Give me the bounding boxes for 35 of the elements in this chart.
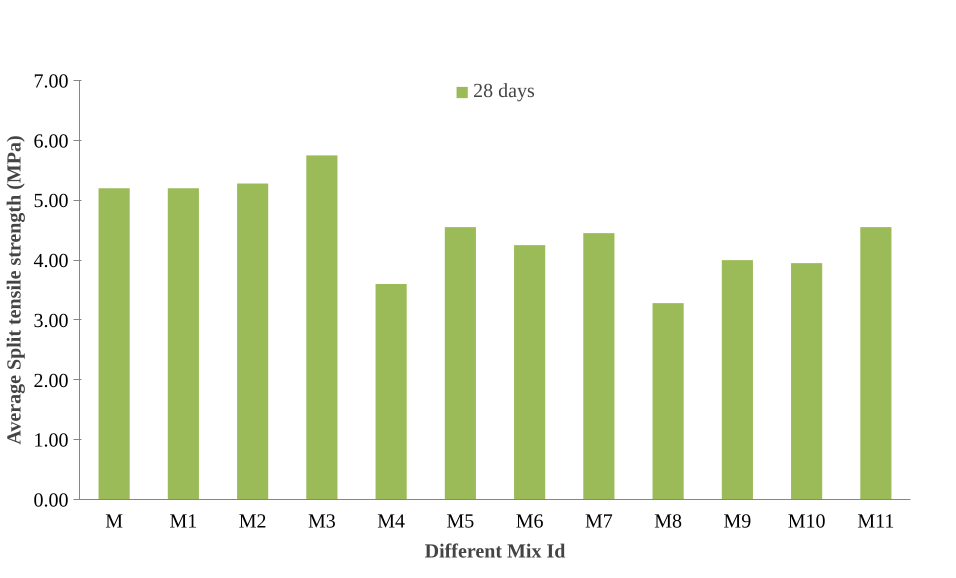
y-tick-label: 6.00 <box>34 130 68 152</box>
y-tick-label: 5.00 <box>34 190 68 212</box>
bar <box>306 155 338 500</box>
bar <box>652 303 684 500</box>
y-tick-label: 7.00 <box>34 70 68 92</box>
legend-label: 28 days <box>473 80 535 103</box>
bar <box>722 260 753 500</box>
bar <box>98 188 130 500</box>
x-axis-title: Different Mix Id <box>424 540 566 562</box>
x-tick-label: M3 <box>308 510 336 532</box>
bar <box>860 227 892 500</box>
x-tick-label: M4 <box>377 510 406 532</box>
y-tick-label: 2.00 <box>34 370 68 392</box>
x-tick-label: M <box>105 510 124 532</box>
bar <box>376 284 407 500</box>
bar <box>514 245 546 500</box>
y-tick-label: 3.00 <box>34 310 68 332</box>
bar <box>791 263 822 500</box>
x-tick-label: M9 <box>723 510 752 532</box>
x-tick-label: M2 <box>238 510 267 532</box>
x-tick-label: M8 <box>654 510 682 532</box>
y-axis-title: Average Split tensile strength (MPa) <box>4 135 26 445</box>
y-tick-label: 1.00 <box>34 430 68 452</box>
x-tick-label: M10 <box>788 510 826 532</box>
y-tick-label: 0.00 <box>34 490 68 512</box>
x-tick-label: M11 <box>857 510 894 532</box>
x-tick-label: M6 <box>516 510 544 532</box>
bar <box>237 183 268 500</box>
x-tick-label: M1 <box>169 510 198 532</box>
bar <box>168 188 199 500</box>
bar <box>583 233 614 500</box>
bar <box>444 227 476 500</box>
x-tick-label: M5 <box>446 510 474 532</box>
y-tick-label: 4.00 <box>34 250 68 272</box>
x-tick-label: M7 <box>584 510 613 532</box>
